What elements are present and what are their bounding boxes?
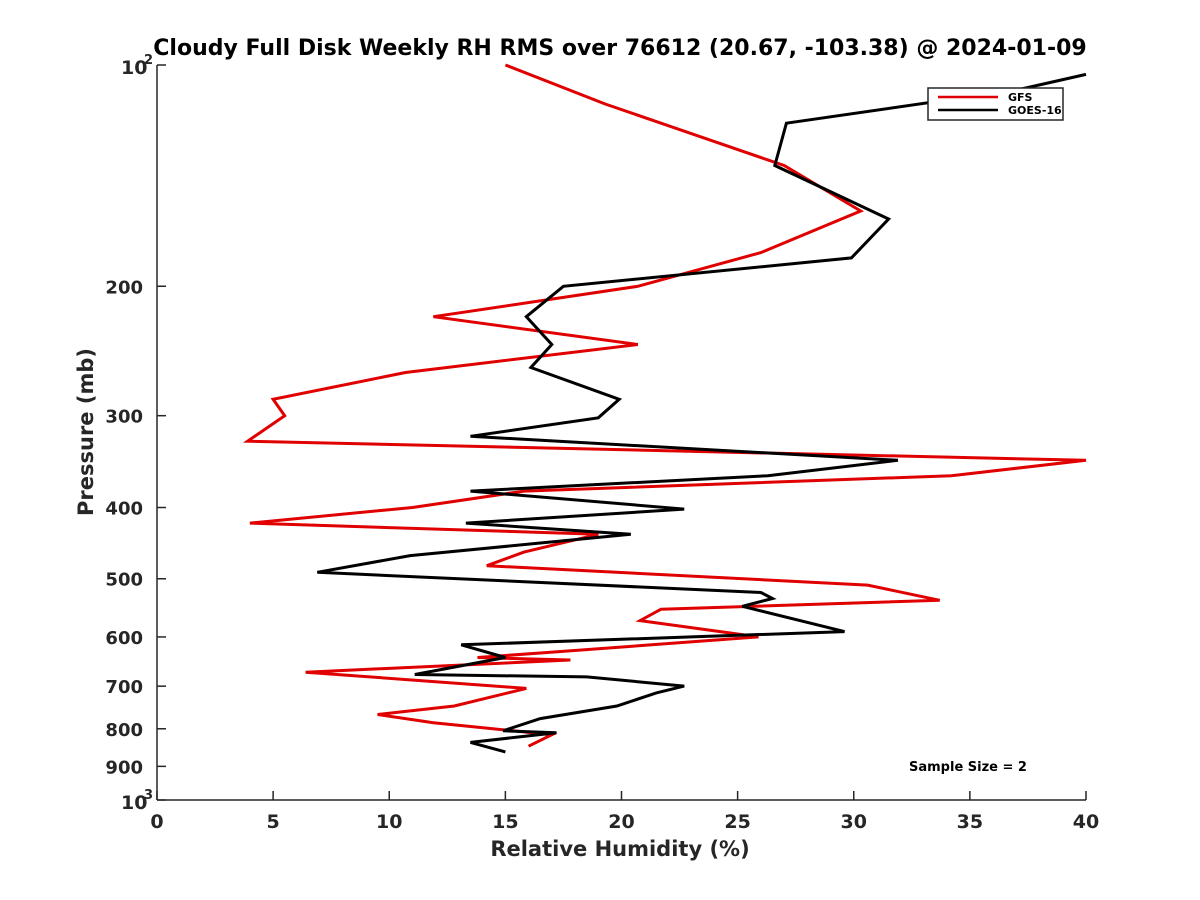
y-tick-label: 500 <box>105 570 143 591</box>
x-tick-label: 25 <box>724 811 750 833</box>
y-tick-label: 600 <box>105 628 143 649</box>
x-tick-label: 30 <box>841 811 867 833</box>
legend-box <box>927 87 1064 121</box>
legend-label: GOES-16 <box>1008 104 1062 117</box>
x-tick-label: 10 <box>376 811 402 833</box>
y-tick-base: 10 <box>121 57 147 79</box>
x-tick-label: 5 <box>267 811 280 833</box>
y-tick-label: 900 <box>105 757 143 778</box>
sample-size-annotation: Sample Size = 2 <box>909 760 1027 775</box>
axes: 0 5 10 15 20 25 30 35 40102200300400500600700800… <box>105 53 1099 833</box>
y-tick-label: 400 <box>105 499 143 520</box>
legend-label: GFS <box>1008 91 1033 104</box>
y-tick-exponent: 3 <box>144 788 153 803</box>
y-tick-label: 200 <box>105 277 143 298</box>
x-tick-label: 15 <box>492 811 518 833</box>
chart-title: Cloudy Full Disk Weekly RH RMS over 7661… <box>153 36 1086 61</box>
y-tick-label: 700 <box>105 677 143 698</box>
plot-lines <box>242 63 1087 754</box>
x-tick-label: 35 <box>957 811 983 833</box>
x-tick-label: 20 <box>608 811 634 833</box>
x-axis-label: Relative Humidity (%) <box>490 837 749 861</box>
series-line-goes-16 <box>317 72 1087 754</box>
y-tick-label-power: 102 <box>121 53 153 79</box>
x-tick-label: 0 <box>150 811 163 833</box>
x-tick-label: 40 <box>1073 811 1099 833</box>
y-tick-label: 300 <box>105 407 143 428</box>
y-axis-label: Pressure (mb) <box>74 348 98 516</box>
y-tick-label-power: 103 <box>121 788 153 814</box>
y-tick-base: 10 <box>121 792 147 814</box>
y-tick-exponent: 2 <box>144 53 153 68</box>
series-line-gfs <box>242 63 1087 748</box>
y-tick-label: 800 <box>105 720 143 741</box>
